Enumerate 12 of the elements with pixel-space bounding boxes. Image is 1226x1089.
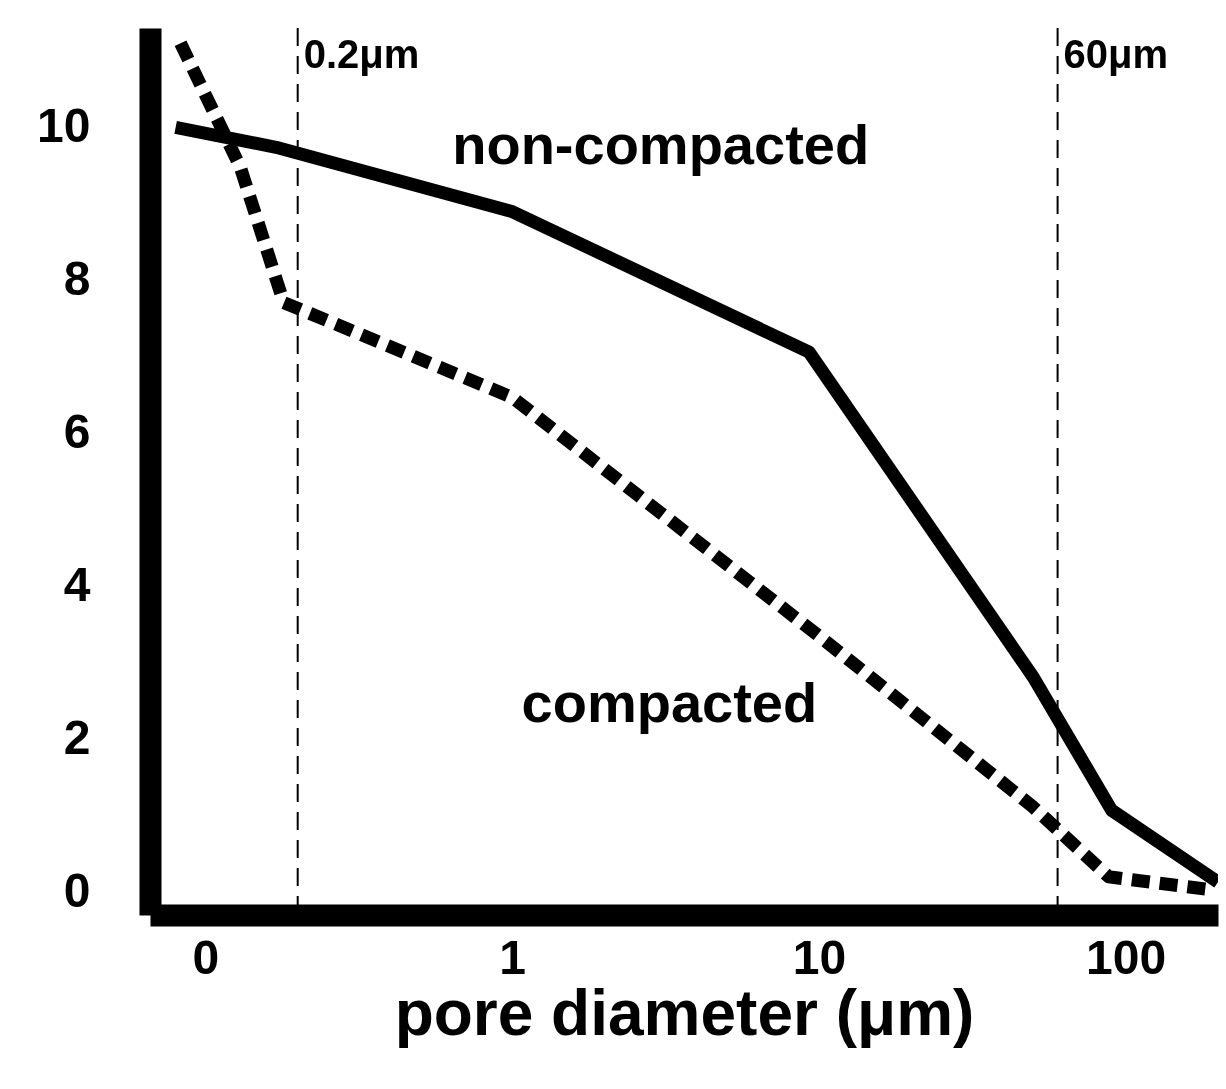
x-tick-label: 0 bbox=[192, 930, 220, 984]
y-tick-label: 2 bbox=[63, 710, 91, 764]
y-tick-label: 8 bbox=[63, 251, 91, 305]
y-tick-label: 0 bbox=[63, 863, 91, 917]
y-tick-label: 4 bbox=[63, 557, 91, 611]
series-label: compacted bbox=[521, 670, 818, 734]
series-label: non-compacted bbox=[452, 112, 870, 176]
y-tick-label: 6 bbox=[63, 404, 91, 458]
ref-line-label: 0.2μm bbox=[303, 32, 420, 76]
x-tick-label: 100 bbox=[1086, 930, 1167, 984]
ref-line-label: 60μm bbox=[1063, 32, 1169, 76]
y-tick-label: 10 bbox=[37, 98, 91, 152]
